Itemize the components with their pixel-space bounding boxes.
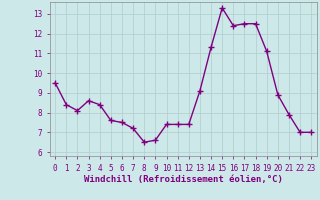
X-axis label: Windchill (Refroidissement éolien,°C): Windchill (Refroidissement éolien,°C) (84, 175, 283, 184)
